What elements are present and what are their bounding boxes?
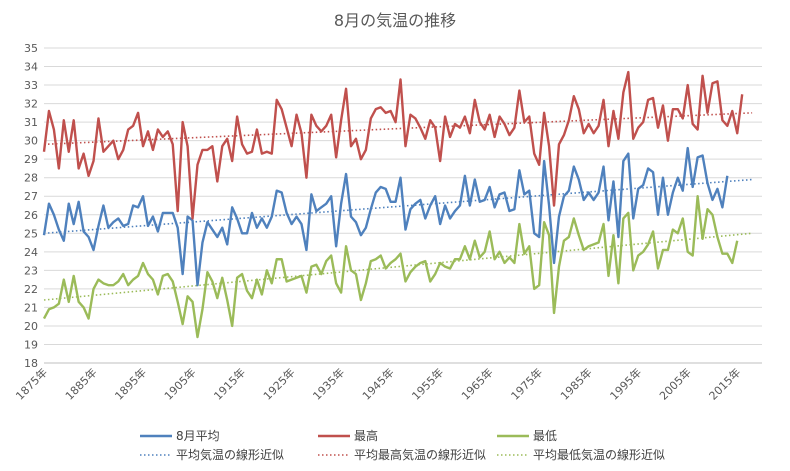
trend-line <box>43 232 753 301</box>
series-line <box>42 195 739 339</box>
legend-label: 最高 <box>354 428 378 443</box>
x-tick-label: 1965年 <box>458 365 495 402</box>
legend-label: 平均気温の線形近似 <box>176 447 284 462</box>
y-tick-label: 33 <box>24 79 38 92</box>
y-tick-label: 19 <box>24 338 38 351</box>
y-tick-label: 35 <box>24 42 38 55</box>
legend-label: 最低 <box>533 429 557 443</box>
x-axis: 1875年 1885年 1895年 1905年 1915年 1925年 1935年 1945年… <box>13 362 762 403</box>
series-line <box>42 146 729 287</box>
x-tick-label: 1985年 <box>557 365 594 402</box>
series-lines <box>42 70 744 339</box>
x-tick-label: 1975年 <box>508 365 545 402</box>
y-tick-label: 29 <box>24 153 38 166</box>
y-tick-label: 31 <box>24 116 38 129</box>
x-tick-label: 1935年 <box>310 365 347 402</box>
x-tick-label: 1895年 <box>112 365 149 402</box>
y-tick-label: 27 <box>24 190 38 203</box>
legend-label: 平均最高気温の線形近似 <box>354 447 486 462</box>
chart-title: 8月の気温の推移 <box>334 11 456 30</box>
y-axis: 18 19 20 21 22 23 24 25 26 27 28 29 30 31 32 33 34 35 <box>24 42 38 370</box>
x-tick-label: 1875年 <box>13 365 50 402</box>
series-line <box>42 70 744 220</box>
x-tick-label: 1915年 <box>211 365 248 402</box>
x-tick-label: 1905年 <box>161 365 198 402</box>
y-tick-label: 23 <box>24 264 38 277</box>
y-tick-label: 32 <box>24 98 38 111</box>
y-tick-label: 26 <box>24 209 38 222</box>
y-tick-label: 22 <box>24 283 38 296</box>
trend-lines <box>43 112 753 301</box>
x-tick-label: 1955年 <box>409 365 446 402</box>
y-tick-label: 18 <box>24 357 38 370</box>
x-tick-label: 1925年 <box>260 365 297 402</box>
x-tick-label: 2015年 <box>706 365 743 402</box>
y-tick-label: 34 <box>24 61 38 74</box>
x-tick-label: 1885年 <box>62 365 99 402</box>
x-tick-label: 1945年 <box>359 365 396 402</box>
legend-label: 8月平均 <box>176 429 220 443</box>
y-tick-label: 21 <box>24 301 38 314</box>
y-tick-label: 20 <box>24 320 38 333</box>
x-tick-label: 1995年 <box>607 365 644 402</box>
y-tick-label: 25 <box>24 227 38 240</box>
legend-label: 平均最低気温の線形近似 <box>533 447 665 462</box>
y-tick-label: 24 <box>24 246 38 259</box>
y-tick-label: 28 <box>24 172 38 185</box>
y-tick-label: 30 <box>24 135 38 148</box>
x-tick-label: 2005年 <box>656 365 693 402</box>
